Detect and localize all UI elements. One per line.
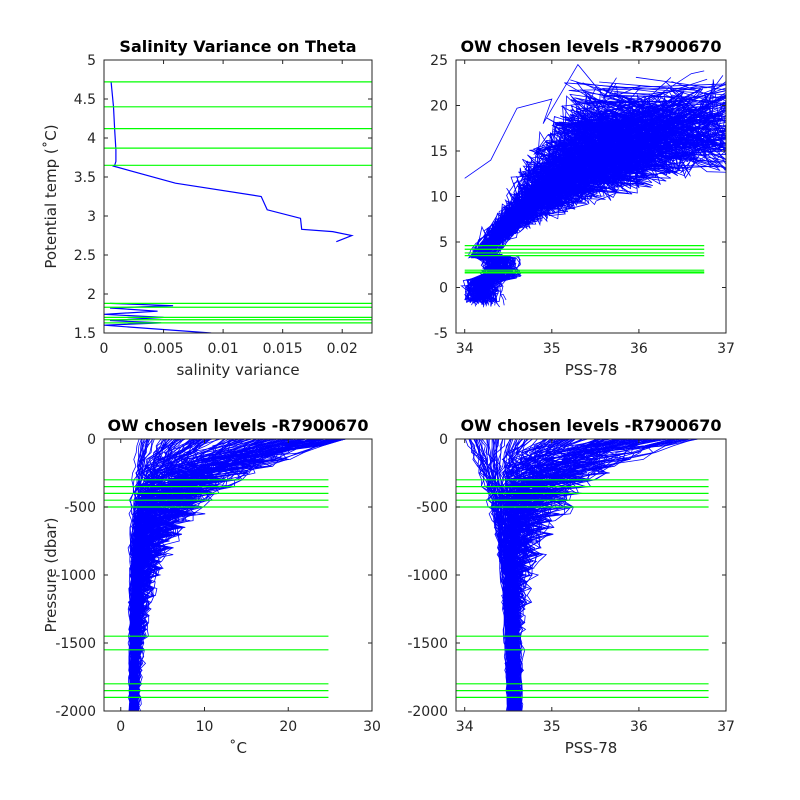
- ts-profile: [473, 94, 726, 302]
- sal-profile: [501, 439, 641, 711]
- y-tick-label: -1000: [407, 568, 448, 584]
- chart-title: OW chosen levels -R7900670: [460, 416, 721, 435]
- sal-profile: [510, 439, 606, 711]
- y-tick-label: 5: [87, 53, 96, 69]
- y-tick-label: 5: [439, 235, 448, 251]
- plot-area: [104, 81, 372, 333]
- x-tick-label: 34: [456, 341, 474, 357]
- ts-outlier: [464, 63, 614, 179]
- plot-area: [460, 63, 726, 308]
- chart-2: 34 35 36 37 -5 0 5 10 15 20 25 OW chosen levels -R7…: [430, 37, 735, 379]
- x-tick-label: 0.005: [144, 341, 184, 357]
- chart-title: Salinity Variance on Theta: [119, 37, 356, 56]
- y-tick-label: 1.5: [74, 326, 96, 342]
- x-tick-label: 36: [630, 719, 648, 735]
- y-tick-label: 20: [430, 99, 448, 115]
- sal-profile: [502, 439, 520, 711]
- sal-profile: [495, 439, 517, 711]
- ts-profile: [483, 116, 726, 299]
- axes-box: [103, 59, 373, 334]
- y-tick-label: 3: [87, 209, 96, 225]
- y-tick-label: 2: [87, 287, 96, 303]
- y-tick-label: 4: [87, 131, 96, 147]
- x-tick-label: 10: [196, 719, 214, 735]
- temp-profile: [132, 439, 192, 711]
- x-tick-label: 37: [717, 341, 735, 357]
- sal-profile: [499, 439, 672, 711]
- x-tick-label: 36: [630, 341, 648, 357]
- x-tick-label: 30: [363, 719, 381, 735]
- y-tick-label: -5: [434, 326, 448, 342]
- x-tick-label: 34: [456, 719, 474, 735]
- profile-traces: [460, 63, 726, 308]
- x-tick-label: 20: [279, 719, 297, 735]
- temp-profile: [133, 439, 291, 711]
- x-tick-label: 0.01: [208, 341, 239, 357]
- profile-traces: [465, 439, 700, 711]
- y-tick-label: -2000: [55, 704, 96, 720]
- plot-area: [456, 439, 709, 711]
- temp-profile: [129, 439, 196, 711]
- x-tick-label: 37: [717, 719, 735, 735]
- x-axis-label: PSS-78: [565, 739, 618, 757]
- x-axis-label: ˚C: [229, 739, 247, 757]
- y-tick-label: -500: [64, 500, 96, 516]
- temp-profile: [134, 439, 173, 711]
- y-tick-label: 2.5: [74, 248, 96, 264]
- profile-traces: [127, 439, 347, 711]
- y-tick-label: -1000: [55, 568, 96, 584]
- x-tick-label: 0.015: [263, 341, 303, 357]
- x-tick-label: 0: [116, 719, 125, 735]
- ts-upper-edge: [516, 70, 705, 179]
- chart-3: 0 10 20 30 -2000 -1500 -1000 -500 0 OW chosen lev…: [42, 416, 381, 757]
- y-tick-label: 15: [430, 144, 448, 160]
- y-tick-label: -2000: [407, 704, 448, 720]
- x-tick-label: 0.02: [327, 341, 358, 357]
- chart-4: 34 35 36 37 -2000 -1500 -1000 -500 0 OW chosen le…: [407, 416, 735, 757]
- y-axis-label: Pressure (dbar): [42, 518, 60, 633]
- y-tick-label: 0: [439, 281, 448, 297]
- y-tick-label: -1500: [55, 636, 96, 652]
- sal-profile: [469, 439, 516, 711]
- x-tick-label: 0: [100, 341, 109, 357]
- y-tick-label: 10: [430, 190, 448, 206]
- y-tick-label: 4.5: [74, 92, 96, 108]
- x-axis-label: salinity variance: [176, 361, 299, 379]
- sal-profile: [506, 439, 572, 711]
- x-tick-label: 35: [543, 719, 561, 735]
- chart-1: 0 0.005 0.01 0.015 0.02 1.5 2 2.5 3 3.5 4 4.5 5 Salin…: [42, 37, 373, 379]
- sal-profile: [508, 439, 630, 711]
- y-axis-label: Potential temp (˚C): [42, 124, 60, 268]
- y-tick-label: 25: [430, 53, 448, 69]
- temp-profile: [131, 439, 307, 711]
- series-line-1: [110, 81, 354, 243]
- chart-title: OW chosen levels -R7900670: [107, 416, 368, 435]
- y-tick-label: 0: [87, 432, 96, 448]
- x-axis-label: PSS-78: [565, 361, 618, 379]
- ts-profile: [480, 97, 726, 303]
- ts-profile: [475, 91, 685, 302]
- chart-title: OW chosen levels -R7900670: [460, 37, 721, 56]
- y-tick-label: 0: [439, 432, 448, 448]
- temp-profile: [129, 439, 251, 711]
- y-tick-label: 3.5: [74, 170, 96, 186]
- sal-profile: [506, 439, 621, 711]
- y-tick-label: -500: [416, 500, 448, 516]
- y-tick-label: -1500: [407, 636, 448, 652]
- x-tick-label: 35: [543, 341, 561, 357]
- plot-area: [104, 439, 347, 711]
- ts-profile: [478, 85, 653, 300]
